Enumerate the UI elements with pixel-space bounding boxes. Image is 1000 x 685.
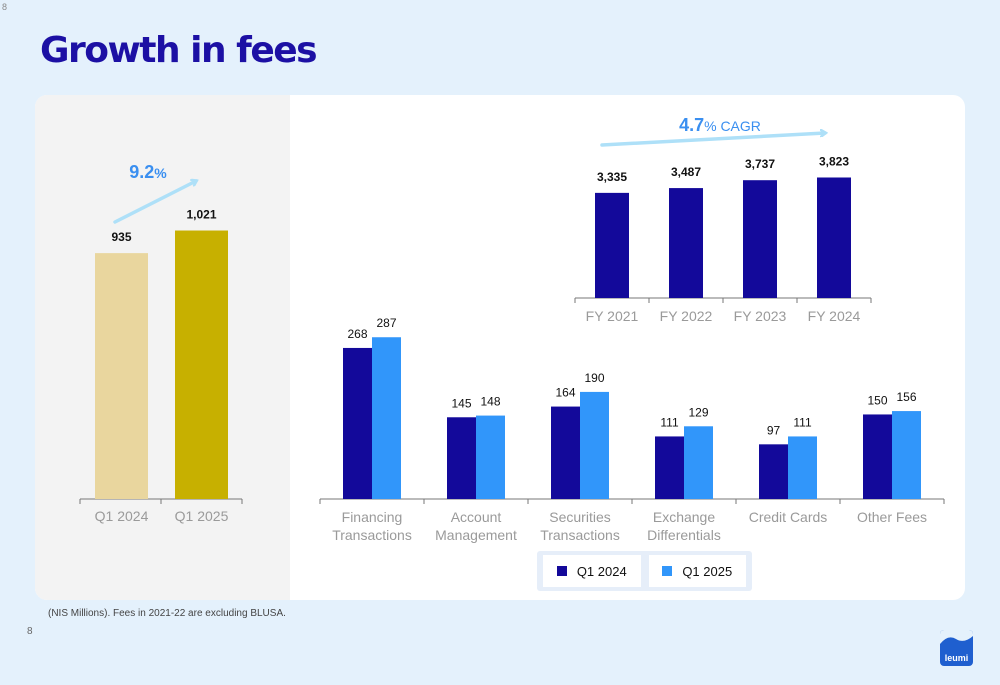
annual-growth-suffix: % CAGR (704, 118, 761, 134)
breakdown-value-label-s1-c4: 111 (793, 415, 812, 429)
breakdown-value-label-s0-c0: 268 (347, 327, 367, 341)
quarterly-growth-number: 9.2 (129, 162, 154, 182)
annual-bar-2 (743, 180, 777, 298)
breakdown-value-label-s0-c3: 111 (660, 415, 679, 429)
annual-growth-number: 4.7 (679, 115, 704, 135)
breakdown-category-label-0-1: Transactions (332, 527, 412, 543)
logo-text: leumi (944, 653, 969, 663)
annual-value-label-0: 3,335 (597, 170, 627, 184)
breakdown-value-label-s1-c3: 129 (688, 405, 708, 419)
breakdown-bar-s0-c2 (551, 406, 580, 499)
annual-category-label-1: FY 2022 (660, 308, 713, 324)
footnote: (NIS Millions). Fees in 2021-22 are excl… (48, 608, 286, 619)
page-number-top: 8 (2, 2, 8, 12)
breakdown-bar-s0-c0 (343, 347, 372, 499)
annual-value-label-2: 3,737 (745, 157, 775, 171)
annual-bar-1 (669, 188, 703, 298)
annual-bar-3 (817, 177, 851, 298)
breakdown-category-label-0-0: Financing (342, 509, 403, 525)
leumi-logo: leumi (940, 630, 973, 666)
quarterly-bar-1 (175, 230, 228, 499)
breakdown-category-label-3-0: Exchange (653, 509, 715, 525)
breakdown-value-label-s1-c1: 148 (480, 395, 500, 409)
legend-item-q1-2025: Q1 2025 (648, 555, 746, 587)
legend-swatch-q1-2025 (662, 566, 673, 576)
legend-label-q1-2024: Q1 2024 (576, 563, 627, 579)
quarterly-value-label-1: 1,021 (186, 208, 216, 222)
annual-value-label-3: 3,823 (819, 154, 849, 168)
quarterly-bar-0 (95, 253, 148, 499)
annual-category-label-2: FY 2023 (734, 308, 787, 324)
page-title: Growth in fees (40, 30, 318, 71)
legend-item-q1-2024: Q1 2024 (543, 555, 641, 587)
breakdown-bar-s1-c2 (580, 391, 609, 499)
breakdown-bar-s1-c3 (684, 426, 713, 499)
breakdown-category-label-1-1: Management (435, 527, 517, 543)
breakdown-category-label-2-1: Transactions (540, 527, 620, 543)
annual-category-label-3: FY 2024 (808, 308, 861, 324)
quarterly-value-label-0: 935 (111, 230, 131, 244)
breakdown-bar-s0-c1 (447, 417, 476, 499)
breakdown-value-label-s0-c5: 150 (867, 393, 887, 407)
legend-label-q1-2025: Q1 2025 (682, 563, 733, 579)
breakdown-bar-s1-c0 (372, 337, 401, 499)
quarterly-category-label-1: Q1 2025 (175, 508, 229, 524)
breakdown-bar-s0-c5 (863, 414, 892, 499)
breakdown-bar-s1-c5 (892, 411, 921, 499)
breakdown-bar-s1-c4 (788, 436, 817, 499)
quarterly-growth-label: 9.2% (129, 162, 167, 182)
breakdown-value-label-s0-c4: 97 (767, 423, 781, 437)
breakdown-category-label-2-0: Securities (549, 509, 610, 525)
logo-wave-icon (940, 630, 973, 644)
breakdown-value-label-s0-c2: 164 (555, 386, 575, 400)
quarterly-panel (35, 95, 290, 600)
annual-bar-0 (595, 192, 629, 298)
annual-category-label-0: FY 2021 (586, 308, 639, 324)
quarterly-growth-arrow (113, 181, 196, 224)
annual-growth-arrow (600, 133, 825, 147)
breakdown-bar-s0-c3 (655, 436, 684, 499)
breakdown-value-label-s0-c1: 145 (451, 396, 471, 410)
annual-growth-label: 4.7% CAGR (679, 115, 761, 135)
breakdown-category-label-4-0: Credit Cards (749, 509, 828, 525)
quarterly-growth-suffix: % (154, 165, 167, 181)
quarterly-category-label-0: Q1 2024 (95, 508, 149, 524)
breakdown-category-label-3-1: Differentials (647, 527, 721, 543)
breakdown-bar-s0-c4 (759, 444, 788, 499)
breakdown-category-label-5-0: Other Fees (857, 509, 927, 525)
breakdown-value-label-s1-c2: 190 (584, 371, 604, 385)
breakdown-value-label-s1-c5: 156 (896, 390, 916, 404)
legend-swatch-q1-2024 (556, 566, 567, 576)
breakdown-value-label-s1-c0: 287 (376, 316, 396, 330)
breakdown-bar-s1-c1 (476, 415, 505, 499)
annual-value-label-1: 3,487 (671, 165, 701, 179)
breakdown-category-label-1-0: Account (451, 509, 502, 525)
page-number-bottom: 8 (27, 626, 33, 637)
legend: Q1 2024 Q1 2025 (537, 551, 752, 591)
